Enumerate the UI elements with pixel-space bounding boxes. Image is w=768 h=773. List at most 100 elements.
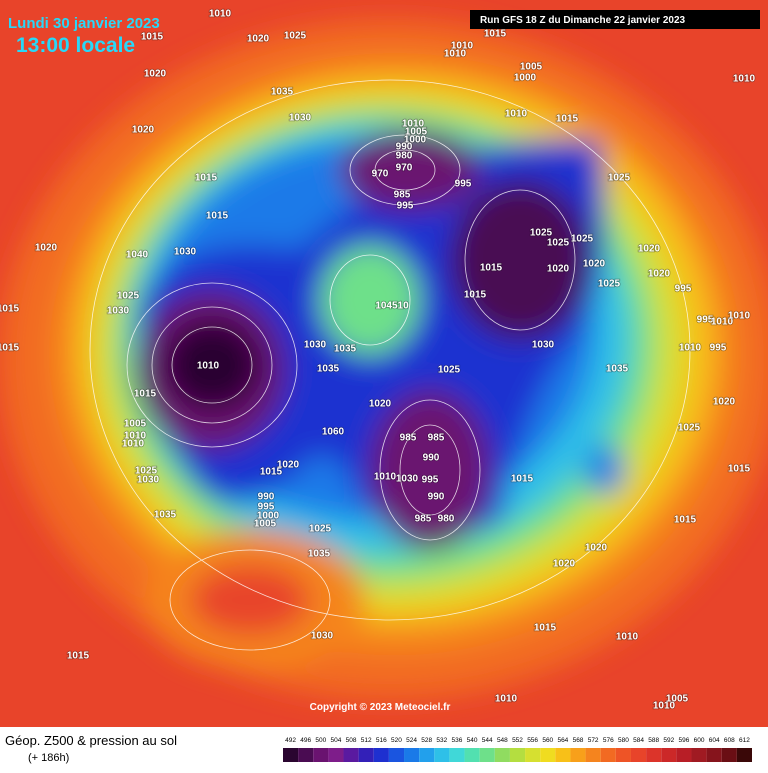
legend-label: 512 bbox=[361, 737, 372, 744]
isobar-label: 1015 bbox=[534, 623, 557, 634]
isobar-label: 1035 bbox=[154, 510, 177, 521]
isobar-label: 1025 bbox=[571, 234, 594, 245]
isobar-label: 1020 bbox=[585, 543, 608, 554]
run-info: Run GFS 18 Z du Dimanche 22 janvier 2023 bbox=[480, 15, 686, 26]
isobar-label: 985 bbox=[394, 190, 411, 201]
isobar-label: 1015 bbox=[511, 474, 534, 485]
footer-lead: (+ 186h) bbox=[28, 752, 69, 764]
copyright: Copyright © 2023 Meteociel.fr bbox=[310, 702, 451, 713]
isobar-label: 1025 bbox=[547, 238, 570, 249]
isobar-label: 1030 bbox=[137, 475, 160, 486]
isobar-label: 1015 bbox=[260, 467, 283, 478]
isobar-label: 985 bbox=[400, 433, 417, 444]
isobar-label: 1015 bbox=[134, 389, 157, 400]
legend-label: 516 bbox=[376, 737, 387, 744]
isobar-label: 1035 bbox=[308, 549, 331, 560]
legend-swatch bbox=[721, 748, 737, 762]
footer-title: Géop. Z500 & pression au sol bbox=[5, 733, 177, 748]
isobar-label: 1015 bbox=[0, 304, 20, 315]
legend-swatch bbox=[494, 748, 510, 762]
isobar-label: 1000 bbox=[257, 511, 280, 522]
legend-label: 612 bbox=[739, 737, 750, 744]
legend-label: 592 bbox=[663, 737, 674, 744]
isobar-label: 1010 bbox=[733, 74, 756, 85]
isobar-label: 1020 bbox=[369, 399, 392, 410]
isobar-label: 1010 bbox=[728, 311, 751, 322]
isobar-label: 1020 bbox=[648, 269, 671, 280]
isobar-label: 1010 bbox=[711, 317, 734, 328]
isobar-label: 1040 bbox=[126, 250, 149, 261]
map bbox=[0, 0, 768, 727]
isobar-label: 990 bbox=[396, 142, 413, 153]
isobar-label: 1020 bbox=[277, 460, 300, 471]
isobar-label: 980 bbox=[438, 514, 455, 525]
isobar-label: 1015 bbox=[484, 29, 507, 40]
legend-label: 528 bbox=[421, 737, 432, 744]
legend-label: 608 bbox=[724, 737, 735, 744]
isobar-label: 1025 bbox=[135, 466, 158, 477]
isobar-label: 1010 bbox=[197, 361, 220, 372]
legend-label: 596 bbox=[678, 737, 689, 744]
isobar-label: 985 bbox=[415, 514, 432, 525]
isobar-label: 995 bbox=[422, 475, 439, 486]
isobar-label: 1015 bbox=[556, 114, 579, 125]
isobar-label: 1010 bbox=[505, 109, 528, 120]
isobar-label: 1030 bbox=[174, 247, 197, 258]
legend-swatch bbox=[676, 748, 692, 762]
legend-label: 492 bbox=[285, 737, 296, 744]
isobar-label: 995 bbox=[675, 284, 692, 295]
isobar-label: 1010 bbox=[653, 701, 676, 712]
legend-swatch bbox=[630, 748, 647, 762]
isobar-label: 1020 bbox=[132, 125, 155, 136]
legend-label: 564 bbox=[557, 737, 568, 744]
isobar-label: 1060 bbox=[322, 427, 345, 438]
date: Lundi 30 janvier 2023 bbox=[8, 15, 160, 32]
isobar-label: 995 bbox=[710, 343, 727, 354]
isobar-label: 995 bbox=[258, 502, 275, 513]
isobar-label: 1020 bbox=[553, 559, 576, 570]
legend-label: 520 bbox=[391, 737, 402, 744]
isobar-label: 1030 bbox=[311, 631, 334, 642]
isobar-label: 1035 bbox=[271, 87, 294, 98]
legend-swatch bbox=[343, 748, 359, 762]
isobar-label: 1010 bbox=[402, 119, 425, 130]
isobar-label: 1030 bbox=[396, 474, 419, 485]
isobar-label: 995 bbox=[455, 179, 472, 190]
legend-label: 504 bbox=[331, 737, 342, 744]
isobar-label: 1020 bbox=[547, 264, 570, 275]
legend-swatch bbox=[479, 748, 495, 762]
legend-swatch bbox=[358, 748, 374, 762]
legend-swatch bbox=[419, 748, 435, 762]
legend-swatch bbox=[298, 748, 314, 762]
legend-swatch bbox=[600, 748, 616, 762]
isobar-label: 990 bbox=[258, 492, 275, 503]
isobar-label: 1015 bbox=[206, 211, 229, 222]
legend-label: 532 bbox=[436, 737, 447, 744]
legend-label: 536 bbox=[452, 737, 463, 744]
isobar-label: 1010 bbox=[444, 49, 467, 60]
legend-swatch bbox=[404, 748, 420, 762]
legend-label: 548 bbox=[497, 737, 508, 744]
run-box bbox=[470, 10, 760, 29]
isobar-label: 1025 bbox=[309, 524, 332, 535]
time: 13:00 locale bbox=[16, 34, 135, 57]
legend-label: 540 bbox=[467, 737, 478, 744]
isobar-label: 1030 bbox=[289, 113, 312, 124]
isobar-label: 1020 bbox=[583, 259, 606, 270]
isobar-label: 1025 bbox=[284, 31, 307, 42]
isobar-label: 1015 bbox=[0, 343, 20, 354]
legend-swatch bbox=[283, 748, 299, 762]
isobar-label: 1025 bbox=[117, 291, 140, 302]
isobar-label: 995 bbox=[697, 315, 714, 326]
isobar-label: 990 bbox=[428, 492, 445, 503]
legend-label: 524 bbox=[406, 737, 417, 744]
legend-label: 508 bbox=[346, 737, 357, 744]
legend-label: 568 bbox=[573, 737, 584, 744]
legend-swatch bbox=[509, 748, 526, 762]
legend-swatch bbox=[555, 748, 571, 762]
legend-swatch bbox=[570, 748, 586, 762]
legend-swatch bbox=[434, 748, 450, 762]
legend-label: 600 bbox=[694, 737, 705, 744]
isobar-label: 1010 bbox=[616, 632, 639, 643]
legend-swatch bbox=[525, 748, 541, 762]
